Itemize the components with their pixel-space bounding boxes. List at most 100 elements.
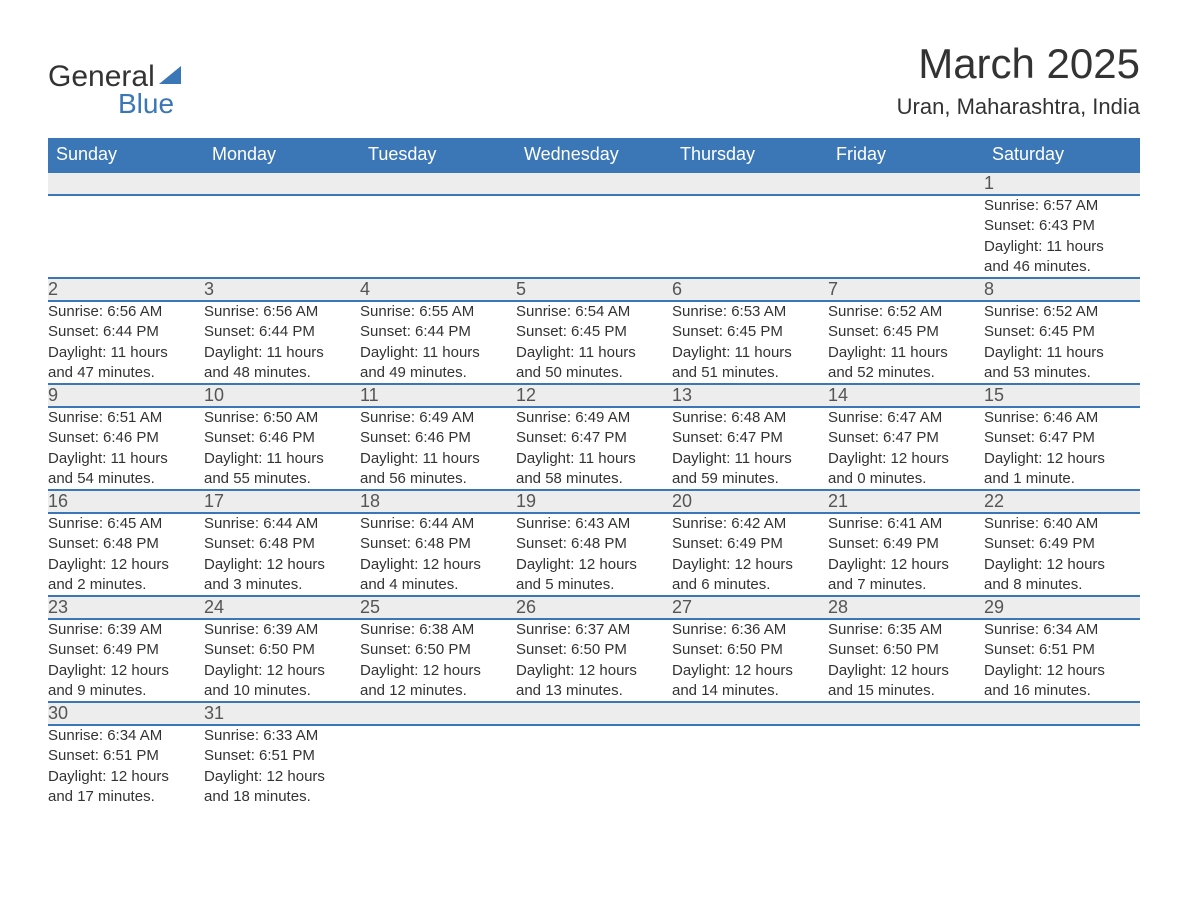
sunset-text: Sunset: 6:45 PM	[828, 322, 984, 342]
col-thursday: Thursday	[672, 138, 828, 172]
day-detail-cell	[516, 195, 672, 278]
day1-text: Daylight: 12 hours	[360, 661, 516, 681]
day-number: 10	[204, 385, 224, 405]
day1-text: Daylight: 11 hours	[48, 449, 204, 469]
day-number-cell: 31	[204, 702, 360, 725]
sunrise-text: Sunrise: 6:46 AM	[984, 408, 1140, 428]
day-number: 29	[984, 597, 1004, 617]
day2-text: and 52 minutes.	[828, 363, 984, 383]
daynum-row: 16171819202122	[48, 490, 1140, 513]
day1-text: Daylight: 11 hours	[204, 449, 360, 469]
day-number-cell: 1	[984, 172, 1140, 195]
day-number: 27	[672, 597, 692, 617]
day-detail-cell: Sunrise: 6:44 AMSunset: 6:48 PMDaylight:…	[204, 513, 360, 596]
day-number-cell: 29	[984, 596, 1140, 619]
logo: General Blue	[48, 60, 181, 120]
title-block: March 2025 Uran, Maharashtra, India	[897, 40, 1140, 120]
day-detail-cell	[48, 195, 204, 278]
sunset-text: Sunset: 6:46 PM	[48, 428, 204, 448]
day-number-cell: 24	[204, 596, 360, 619]
sunset-text: Sunset: 6:46 PM	[360, 428, 516, 448]
day-number-cell: 8	[984, 278, 1140, 301]
daynum-row: 9101112131415	[48, 384, 1140, 407]
day-number: 8	[984, 279, 994, 299]
day2-text: and 46 minutes.	[984, 257, 1140, 277]
day1-text: Daylight: 12 hours	[360, 555, 516, 575]
day1-text: Daylight: 11 hours	[984, 237, 1140, 257]
day2-text: and 17 minutes.	[48, 787, 204, 807]
sunrise-text: Sunrise: 6:56 AM	[48, 302, 204, 322]
day-number: 16	[48, 491, 68, 511]
day-number: 20	[672, 491, 692, 511]
day-detail-cell: Sunrise: 6:34 AMSunset: 6:51 PMDaylight:…	[48, 725, 204, 807]
day-number: 26	[516, 597, 536, 617]
sunrise-text: Sunrise: 6:36 AM	[672, 620, 828, 640]
day2-text: and 0 minutes.	[828, 469, 984, 489]
day-number-cell: 5	[516, 278, 672, 301]
day1-text: Daylight: 12 hours	[516, 555, 672, 575]
sunset-text: Sunset: 6:49 PM	[48, 640, 204, 660]
calendar-table: Sunday Monday Tuesday Wednesday Thursday…	[48, 138, 1140, 807]
day-number: 25	[360, 597, 380, 617]
day-number: 15	[984, 385, 1004, 405]
day-detail-cell	[672, 725, 828, 807]
day-number: 5	[516, 279, 526, 299]
sunset-text: Sunset: 6:50 PM	[204, 640, 360, 660]
day2-text: and 50 minutes.	[516, 363, 672, 383]
daynum-row: 23242526272829	[48, 596, 1140, 619]
day-number: 21	[828, 491, 848, 511]
page-subtitle: Uran, Maharashtra, India	[897, 94, 1140, 120]
sunrise-text: Sunrise: 6:41 AM	[828, 514, 984, 534]
calendar-body: 1 Sunrise: 6:57 AMSunset: 6:43 PMDayligh…	[48, 172, 1140, 807]
sunset-text: Sunset: 6:44 PM	[48, 322, 204, 342]
logo-triangle-icon	[159, 66, 181, 84]
day-number: 19	[516, 491, 536, 511]
day-number-cell: 26	[516, 596, 672, 619]
day2-text: and 49 minutes.	[360, 363, 516, 383]
day-number-cell: 23	[48, 596, 204, 619]
day-detail-cell	[360, 725, 516, 807]
day2-text: and 18 minutes.	[204, 787, 360, 807]
header: General Blue March 2025 Uran, Maharashtr…	[48, 40, 1140, 120]
day-detail-cell	[360, 195, 516, 278]
day-number-cell	[672, 172, 828, 195]
sunset-text: Sunset: 6:51 PM	[48, 746, 204, 766]
sunrise-text: Sunrise: 6:39 AM	[204, 620, 360, 640]
day-detail-cell: Sunrise: 6:42 AMSunset: 6:49 PMDaylight:…	[672, 513, 828, 596]
day-number-cell: 21	[828, 490, 984, 513]
sunrise-text: Sunrise: 6:49 AM	[360, 408, 516, 428]
sunset-text: Sunset: 6:48 PM	[48, 534, 204, 554]
day2-text: and 48 minutes.	[204, 363, 360, 383]
detail-row: Sunrise: 6:39 AMSunset: 6:49 PM Daylight:…	[48, 619, 1140, 702]
day2-text: and 5 minutes.	[516, 575, 672, 595]
sunrise-text: Sunrise: 6:42 AM	[672, 514, 828, 534]
day-number: 6	[672, 279, 682, 299]
day-detail-cell: Sunrise: 6:47 AMSunset: 6:47 PMDaylight:…	[828, 407, 984, 490]
day-number: 14	[828, 385, 848, 405]
day-number-cell: 19	[516, 490, 672, 513]
day1-text: Daylight: 12 hours	[672, 661, 828, 681]
day-detail-cell: Sunrise: 6:53 AMSunset: 6:45 PMDaylight:…	[672, 301, 828, 384]
day-number-cell	[360, 702, 516, 725]
day-detail-cell	[516, 725, 672, 807]
day-number-cell: 30	[48, 702, 204, 725]
sunrise-text: Sunrise: 6:50 AM	[204, 408, 360, 428]
day1-text: Daylight: 12 hours	[516, 661, 672, 681]
day2-text: and 14 minutes.	[672, 681, 828, 701]
day1-text: Daylight: 11 hours	[204, 343, 360, 363]
day-detail-cell: Sunrise: 6:57 AMSunset: 6:43 PMDaylight:…	[984, 195, 1140, 278]
day-number-cell: 3	[204, 278, 360, 301]
sunrise-text: Sunrise: 6:51 AM	[48, 408, 204, 428]
day-number: 13	[672, 385, 692, 405]
day-detail-cell	[828, 195, 984, 278]
sunset-text: Sunset: 6:44 PM	[360, 322, 516, 342]
day-number-cell	[828, 172, 984, 195]
col-tuesday: Tuesday	[360, 138, 516, 172]
day-detail-cell: Sunrise: 6:39 AMSunset: 6:49 PMDaylight:…	[48, 619, 204, 702]
day1-text: Daylight: 12 hours	[984, 449, 1140, 469]
day2-text: and 47 minutes.	[48, 363, 204, 383]
sunrise-text: Sunrise: 6:53 AM	[672, 302, 828, 322]
sunset-text: Sunset: 6:51 PM	[984, 640, 1140, 660]
sunset-text: Sunset: 6:45 PM	[672, 322, 828, 342]
day2-text: and 3 minutes.	[204, 575, 360, 595]
